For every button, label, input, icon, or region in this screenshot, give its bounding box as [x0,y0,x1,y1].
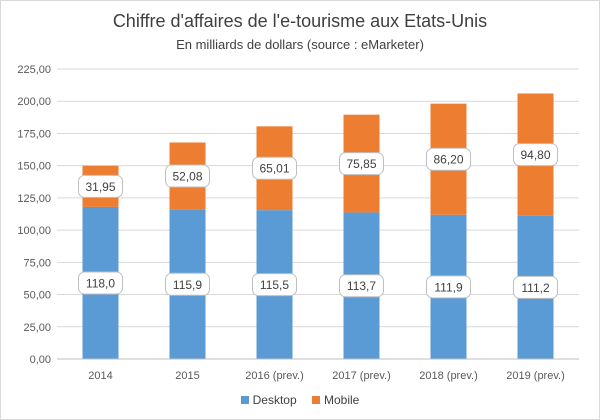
y-tick-label: 225,00 [17,64,51,76]
chart-legend: Desktop Mobile [1,393,599,407]
legend-item-desktop: Desktop [240,393,297,407]
y-tick-label: 200,00 [17,96,51,108]
data-label-box-mobile [252,156,297,180]
legend-label-mobile: Mobile [324,393,360,407]
y-tick-label: 175,00 [17,128,51,140]
y-tick-label: 50,00 [23,290,51,302]
data-label-box-desktop [252,273,297,297]
data-label-box-desktop [426,275,471,299]
data-label-box-mobile [165,164,210,188]
data-label-box-desktop [513,275,558,299]
y-tick-label: 25,00 [23,322,51,334]
chart-subtitle: En milliards de dollars (source : eMarke… [176,37,424,52]
x-tick-label: 2018 (prev.) [419,370,478,382]
data-label-box-desktop [165,272,210,296]
data-label-box-desktop [339,274,384,298]
data-label-mobile: 86,20 [433,153,463,167]
y-tick-label: 0,00 [30,354,51,366]
y-tick-label: 125,00 [17,193,51,205]
data-label-desktop: 111,9 [434,280,463,294]
data-label-box-mobile [339,152,384,176]
data-label-desktop: 113,7 [347,279,376,293]
x-tick-label: 2016 (prev.) [245,370,304,382]
data-label-box-mobile [513,143,558,167]
data-label-mobile: 75,85 [346,157,376,171]
x-tick-label: 2014 [88,370,112,382]
data-label-box-desktop [78,271,123,295]
chart-title: Chiffre d'affaires de l'e-tourisme aux E… [112,11,488,31]
legend-item-mobile: Mobile [312,393,359,407]
data-label-desktop: 115,9 [173,278,202,292]
data-label-desktop: 115,5 [260,278,289,292]
data-label-mobile: 52,08 [172,170,202,184]
legend-label-desktop: Desktop [252,393,297,407]
x-tick-label: 2017 (prev.) [332,370,391,382]
data-label-desktop: 118,0 [86,276,115,290]
y-tick-label: 150,00 [17,161,51,173]
legend-swatch-mobile [312,396,320,404]
y-tick-label: 100,00 [17,225,51,237]
data-label-mobile: 94,80 [520,148,550,162]
legend-swatch-desktop [240,396,249,404]
x-tick-label: 2015 [175,370,199,382]
y-tick-label: 75,00 [23,257,51,269]
data-label-box-mobile [78,174,123,198]
data-label-box-mobile [426,147,471,171]
data-label-mobile: 65,01 [259,162,289,176]
data-label-mobile: 31,95 [85,180,115,194]
data-label-desktop: 111,2 [521,281,550,295]
x-tick-label: 2019 (prev.) [506,370,565,382]
